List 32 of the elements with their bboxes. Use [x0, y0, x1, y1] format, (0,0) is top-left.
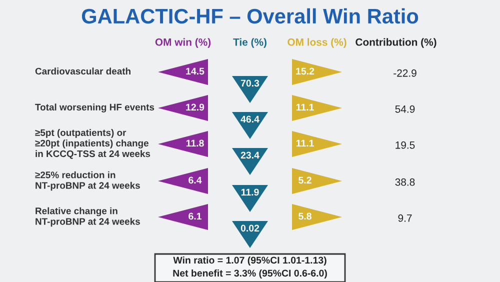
data-label: 14.5	[186, 68, 204, 75]
data-label: 0.02	[240, 224, 260, 232]
series-label: OM win (%)	[155, 38, 211, 48]
category-label: ≥25% reduction in NT-proBNP at 24 weeks	[35, 171, 140, 191]
data-label: 19.5	[396, 141, 415, 149]
data-label: -22.9	[394, 69, 416, 77]
data-label: 11.1	[296, 140, 314, 147]
data-label: 46.4	[240, 116, 260, 123]
data-label: 70.3	[240, 80, 260, 87]
category-label: Cardiovascular death	[35, 68, 130, 75]
text: Net benefit = 3.3% (95%CI 0.6-6.0)	[173, 269, 327, 279]
data-label: 23.4	[240, 152, 260, 159]
data-label: 15.2	[296, 68, 314, 75]
category-label: Total worsening HF events	[35, 104, 154, 112]
text: Win ratio = 1.07 (95%CI 1.01-1.13)	[173, 256, 326, 266]
legend-label: Contribution (%)	[356, 38, 436, 48]
data-label: 12.9	[186, 104, 204, 111]
series-label: OM loss (%)	[288, 38, 346, 48]
data-label: 5.2	[298, 176, 312, 184]
category-label: Relative change in NT-proBNP at 24 weeks	[36, 207, 140, 227]
data-label: 6.1	[188, 212, 202, 220]
text: GALACTIC-HF – Overall Win Ratio	[82, 8, 418, 24]
data-label: 6.4	[188, 176, 202, 184]
data-label: 11.1	[296, 104, 314, 111]
data-label: 11.8	[186, 140, 204, 147]
data-label: 9.7	[398, 214, 412, 222]
data-label: 11.9	[241, 188, 259, 196]
category-label: ≥5pt (outpatients) or ≥20pt (inpatients) change in KCCQ-TSS at 24 weeks	[35, 129, 150, 159]
data-label: 54.9	[395, 105, 415, 113]
data-label: 38.8	[395, 178, 415, 186]
data-label: 5.8	[298, 212, 312, 220]
text: Tie (%)	[233, 38, 266, 48]
